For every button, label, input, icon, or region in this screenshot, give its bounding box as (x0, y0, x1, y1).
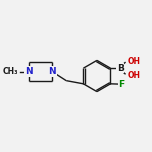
Text: CH₃: CH₃ (3, 67, 18, 76)
Text: N: N (48, 67, 56, 76)
Text: B: B (117, 64, 124, 73)
Text: N: N (25, 67, 33, 76)
Text: OH: OH (128, 57, 141, 66)
Text: OH: OH (128, 71, 141, 80)
Text: F: F (118, 80, 124, 89)
